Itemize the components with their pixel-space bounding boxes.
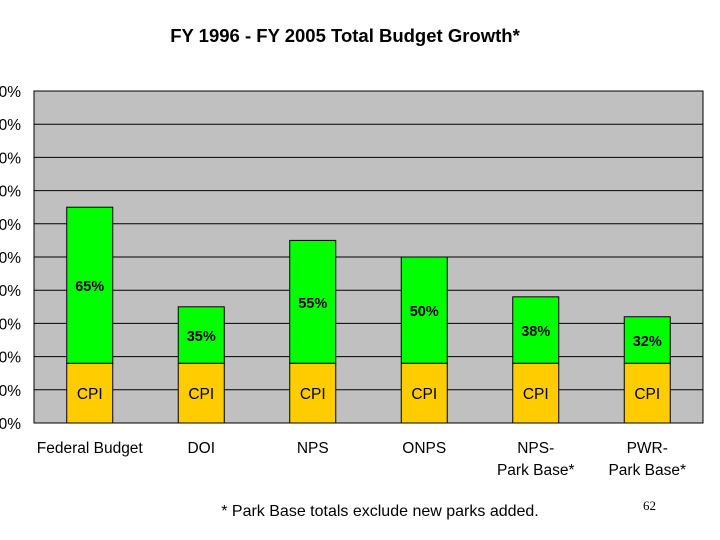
y-tick-label: 80% (0, 150, 21, 167)
bar-cpi (623, 362, 671, 424)
bar-growth (512, 296, 560, 364)
bar-cpi (289, 362, 337, 424)
y-tick-label: 20% (0, 350, 21, 367)
growth-value-label: 55% (298, 296, 327, 312)
footnote: * Park Base totals exclude new parks add… (221, 503, 539, 520)
bar-growth (400, 256, 448, 364)
growth-value-label: 50% (410, 304, 439, 320)
bar-cpi (66, 362, 114, 424)
y-tick-label: 30% (0, 316, 21, 333)
cpi-label: CPI (77, 386, 103, 403)
bar-cpi (177, 362, 225, 424)
cpi-label: CPI (634, 386, 660, 403)
bar-cpi (512, 362, 560, 424)
growth-value-label: 38% (521, 324, 550, 340)
y-tick-label: 0% (0, 416, 21, 433)
x-tick-label: Federal Budget (37, 440, 144, 457)
x-tick-label: NPS-Park Base* (497, 440, 575, 479)
bars: CPI 65% CPI 35% CPI 55% CPI 50% CPI 38% CPI 32% (66, 206, 671, 424)
x-tick-label: DOI (187, 440, 215, 457)
x-tick-label: ONPS (402, 440, 446, 457)
y-tick-label: 70% (0, 184, 21, 201)
page-number: 62 (643, 498, 656, 513)
growth-value-label: 65% (75, 279, 104, 295)
chart-title: FY 1996 - FY 2005 Total Budget Growth* (170, 25, 520, 46)
bar-cpi (400, 362, 448, 424)
y-axis: 0% 10% 20% 30% 40% 50% 60% 70% 80% 90% 100% (0, 84, 21, 433)
x-tick-label: PWR-Park Base* (608, 440, 686, 479)
cpi-label: CPI (411, 386, 437, 403)
growth-value-label: 32% (633, 334, 662, 350)
x-axis: Federal Budget DOI NPS ONPS NPS-Park Base* PW… (37, 440, 686, 479)
y-tick-label: 40% (0, 283, 21, 300)
y-tick-label: 90% (0, 117, 21, 134)
y-tick-label: 60% (0, 217, 21, 234)
y-tick-label: 100% (0, 84, 21, 101)
cpi-label: CPI (523, 386, 549, 403)
cpi-label: CPI (300, 386, 326, 403)
bar-growth (289, 239, 337, 364)
y-tick-label: 10% (0, 383, 21, 400)
gridlines (34, 123, 703, 391)
x-tick-label: NPS (297, 440, 329, 457)
bar-growth (66, 206, 114, 364)
cpi-label: CPI (188, 386, 214, 403)
bar-growth (177, 306, 225, 364)
growth-value-label: 35% (187, 329, 216, 345)
bar-growth (623, 316, 671, 364)
y-tick-label: 50% (0, 250, 21, 267)
